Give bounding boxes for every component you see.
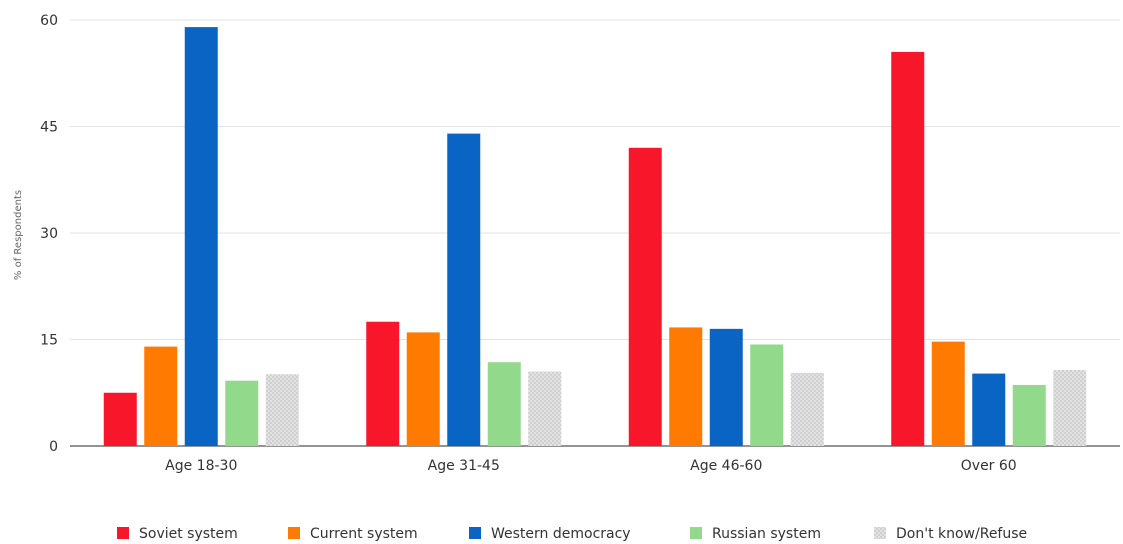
x-tick-label: Age 18-30 [165, 458, 237, 474]
bar-current-system [931, 341, 965, 446]
legend-item: Western democracy [469, 526, 631, 542]
bar-western-democracy [184, 27, 218, 446]
legend-label: Western democracy [491, 526, 631, 542]
legend-item: Current system [288, 526, 418, 542]
bar-soviet-system [366, 321, 400, 446]
bar-current-system [406, 332, 440, 446]
y-axis-label: % of Respondents [13, 190, 24, 280]
bar-western-democracy [447, 133, 481, 446]
y-tick-label: 60 [40, 13, 58, 29]
y-tick-label: 0 [49, 439, 58, 455]
legend-label: Don't know/Refuse [896, 526, 1027, 542]
legend-item: Soviet system [117, 526, 238, 542]
bar-russian-system [750, 344, 784, 446]
legend-label: Russian system [712, 526, 821, 542]
legend-swatch [288, 527, 300, 539]
bar-russian-system [1012, 384, 1046, 446]
bar-don-t-know-refuse [1053, 370, 1087, 446]
bars [103, 27, 1087, 447]
x-axis: Age 18-30 Age 31-45 Age 46-60 Over 60 [165, 458, 1017, 474]
bar-don-t-know-refuse [790, 372, 824, 446]
legend-label: Soviet system [139, 526, 238, 542]
legend-swatch [117, 527, 129, 539]
bar-current-system [144, 346, 178, 446]
x-tick-label: Over 60 [961, 458, 1017, 474]
bar-western-democracy [709, 328, 743, 446]
bar-western-democracy [972, 373, 1006, 446]
bar-don-t-know-refuse [265, 374, 299, 446]
bar-don-t-know-refuse [528, 371, 562, 446]
legend: Soviet system Current system Western democ… [117, 526, 1027, 542]
y-tick-label: 45 [40, 120, 58, 136]
bar-soviet-system [103, 392, 137, 446]
y-tick-label: 15 [40, 333, 58, 349]
y-axis: 0 15 30 45 60 [40, 13, 58, 455]
bar-current-system [669, 327, 703, 446]
legend-swatch [469, 527, 481, 539]
legend-swatch [874, 527, 886, 539]
legend-label: Current system [310, 526, 418, 542]
x-tick-label: Age 46-60 [690, 458, 762, 474]
legend-swatch [690, 527, 702, 539]
bar-russian-system [487, 362, 521, 446]
legend-item: Don't know/Refuse [874, 526, 1027, 542]
bar-soviet-system [628, 147, 662, 447]
y-tick-label: 30 [40, 226, 58, 242]
legend-item: Russian system [690, 526, 821, 542]
x-tick-label: Age 31-45 [428, 458, 500, 474]
bar-russian-system [225, 380, 259, 446]
bar-soviet-system [891, 51, 925, 446]
